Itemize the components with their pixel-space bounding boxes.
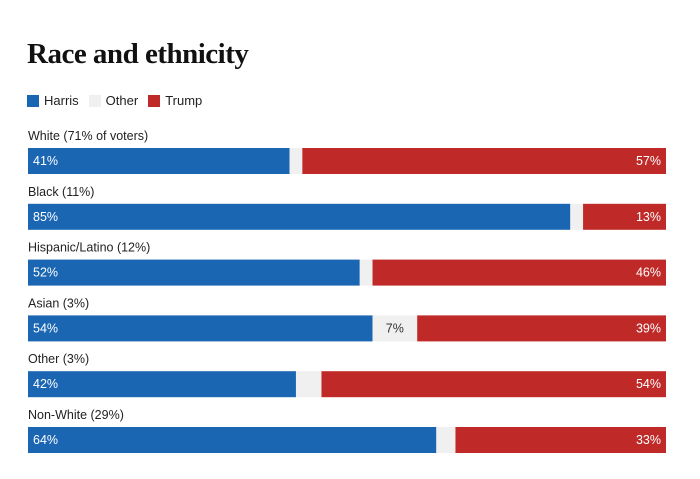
category-label-white: White (71% of voters) [28,129,148,143]
category-label-other: Other (3%) [28,352,89,366]
data-label-other-asian: 7% [386,321,404,335]
category-label-black: Black (11%) [28,185,94,199]
bar-trump-non-white [455,427,666,453]
bar-other-hispanic-latino [359,259,373,286]
bar-other-black [570,203,584,230]
bar-harris-white [28,148,290,174]
legend-item-trump: Trump [148,93,202,108]
bar-other-other [295,371,322,398]
legend-swatch-trump [148,94,161,107]
data-label-harris-hispanic-latino: 52% [33,266,58,280]
data-label-trump-black: 13% [636,210,661,224]
data-label-harris-asian: 54% [33,321,58,335]
legend-label-harris: Harris [44,93,79,108]
data-label-trump-hispanic-latino: 46% [636,266,661,280]
legend-swatch-other [88,94,101,107]
bar-trump-asian [417,315,666,342]
category-label-asian: Asian (3%) [28,296,89,310]
chart-title: Race and ethnicity [27,38,249,70]
data-label-trump-white: 57% [636,154,661,168]
data-label-harris-other: 42% [33,377,58,391]
data-label-trump-non-white: 33% [636,433,661,447]
bar-other-asian [372,315,418,342]
legend-label-other: Other [105,93,139,108]
bar-other-white [289,148,303,174]
legend-label-trump: Trump [165,93,203,108]
category-label-non-white: Non-White (29%) [28,408,124,422]
bar-harris-hispanic-latino [28,259,360,286]
bar-trump-black [583,203,666,230]
data-label-harris-white: 41% [33,154,58,168]
data-label-trump-asian: 39% [636,321,661,335]
bar-harris-black [28,203,571,230]
data-label-trump-other: 54% [636,377,661,391]
bar-harris-other [28,371,296,398]
bar-harris-non-white [28,427,437,453]
legend-swatch-harris [27,94,39,107]
data-label-harris-non-white: 64% [33,433,58,447]
legend-item-other: Other [88,93,139,108]
legend-item-harris: Harris [27,93,79,108]
bar-trump-other [321,371,666,398]
bar-trump-hispanic-latino [372,259,666,286]
bar-trump-white [302,148,666,174]
bar-harris-asian [28,315,373,342]
data-label-harris-black: 85% [33,210,58,224]
category-label-hispanic-latino: Hispanic/Latino (12%) [28,241,150,255]
legend: Harris Other Trump [27,93,212,108]
bar-other-non-white [436,427,456,453]
